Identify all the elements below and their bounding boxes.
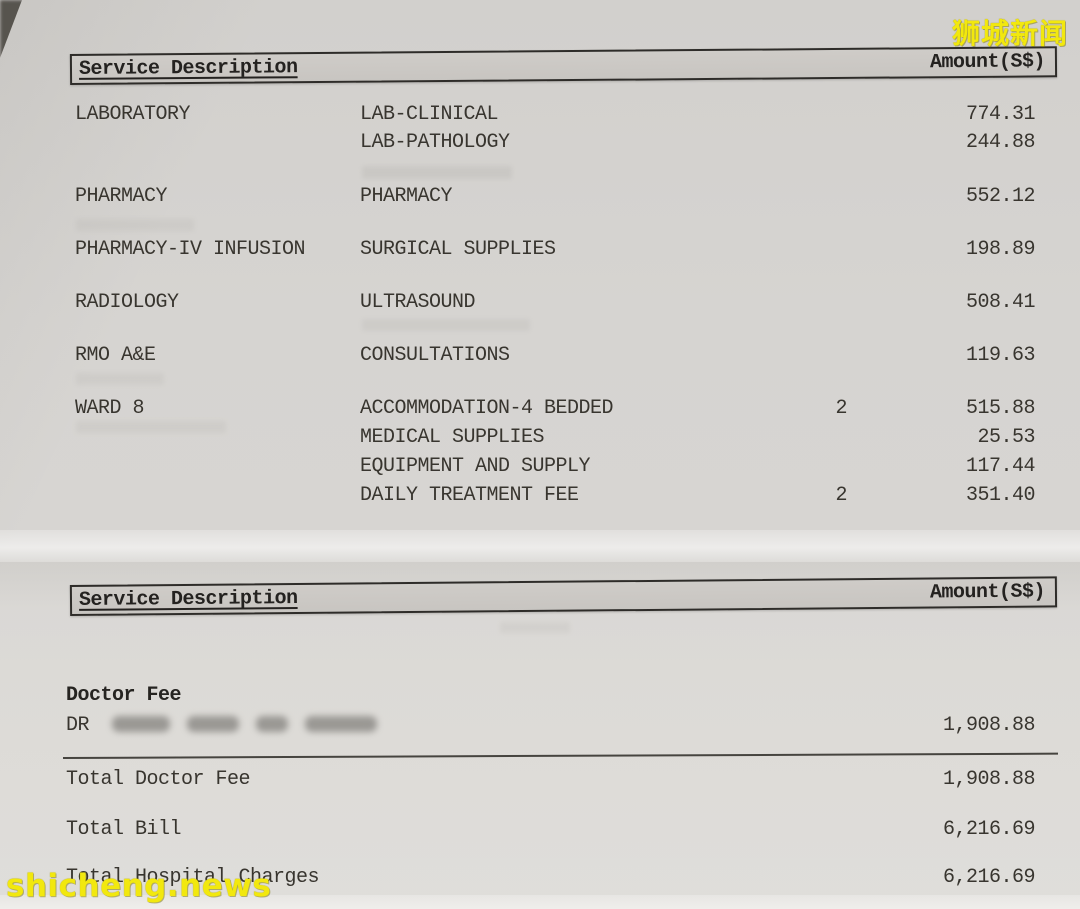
- doctor-fee-heading-row: Doctor Fee: [0, 684, 1080, 707]
- redaction-blur: [305, 716, 377, 732]
- table-row: EQUIPMENT AND SUPPLY 117.44: [0, 455, 1080, 478]
- amount-cell: 25.53: [977, 426, 1035, 449]
- service-cell: PHARMACY-IV INFUSION: [75, 238, 306, 261]
- table-row: PHARMACY-IV INFUSION SURGICAL SUPPLIES 1…: [0, 238, 1080, 261]
- total-amount: 6,216.69: [942, 866, 1036, 889]
- ghost-text: [362, 166, 512, 179]
- service-cell: RMO A&E: [75, 344, 156, 367]
- amount-cell: 552.12: [965, 185, 1036, 208]
- description-cell: ACCOMMODATION-4 BEDDED: [360, 397, 614, 420]
- total-row: Total Bill 6,216.69: [0, 818, 1080, 841]
- redacted-doctor-name: [112, 716, 377, 732]
- doctor-fee-heading: Doctor Fee: [66, 684, 182, 707]
- photo-seam: [0, 530, 1080, 562]
- service-cell: PHARMACY: [75, 185, 168, 208]
- amount-cell: 508.41: [965, 291, 1036, 314]
- amount-cell: 1,908.88: [942, 714, 1036, 737]
- description-cell: PHARMACY: [360, 185, 453, 208]
- table1-header-bar: Service Description Amount(S$): [69, 46, 1058, 85]
- photo-corner-shadow: [0, 0, 22, 58]
- description-cell: DAILY TREATMENT FEE: [360, 484, 579, 507]
- table2-header-amount: Amount(S$): [929, 580, 1046, 605]
- amount-cell: 119.63: [965, 344, 1036, 367]
- table-row: PHARMACY PHARMACY 552.12: [0, 185, 1080, 208]
- table-row: MEDICAL SUPPLIES 25.53: [0, 426, 1080, 449]
- doctor-prefix: DR: [66, 714, 90, 737]
- table-row: LABORATORY LAB-CLINICAL 774.31: [0, 103, 1080, 126]
- total-amount: 1,908.88: [942, 768, 1036, 791]
- table1-header-amount: Amount(S$): [929, 50, 1046, 75]
- description-cell: LAB-PATHOLOGY: [360, 131, 510, 154]
- service-cell: RADIOLOGY: [75, 291, 179, 314]
- lower-photo-region: [0, 562, 1080, 909]
- amount-cell: 198.89: [965, 238, 1036, 261]
- amount-cell: 244.88: [965, 131, 1036, 154]
- amount-cell: 117.44: [965, 455, 1036, 478]
- ghost-text: [362, 319, 530, 331]
- total-label: Total Bill: [66, 818, 182, 841]
- ghost-text: [76, 219, 194, 231]
- total-label: Total Doctor Fee: [66, 768, 251, 791]
- description-cell: SURGICAL SUPPLIES: [360, 238, 556, 261]
- watermark-shicheng-chinese: 狮城新闻: [951, 17, 1068, 50]
- table-row: DAILY TREATMENT FEE 2 351.40: [0, 484, 1080, 507]
- redaction-blur: [256, 716, 288, 732]
- description-cell: EQUIPMENT AND SUPPLY: [360, 455, 591, 478]
- description-cell: ULTRASOUND: [360, 291, 476, 314]
- table-row: WARD 8 ACCOMMODATION-4 BEDDED 2 515.88: [0, 397, 1080, 420]
- description-cell: CONSULTATIONS: [360, 344, 510, 367]
- total-label: Total Hospital Charges: [66, 866, 320, 889]
- table1-header-service-description: Service Description: [78, 56, 298, 81]
- amount-cell: 774.31: [965, 103, 1036, 126]
- redaction-blur: [112, 716, 170, 732]
- service-cell: WARD 8: [75, 397, 145, 420]
- ghost-text: [76, 421, 226, 433]
- qty-cell: 2: [835, 484, 847, 507]
- table-row: RMO A&E CONSULTATIONS 119.63: [0, 344, 1080, 367]
- amount-cell: 351.40: [965, 484, 1036, 507]
- paper-bottom-edge: [0, 895, 1080, 909]
- ghost-text: [500, 622, 570, 633]
- description-cell: MEDICAL SUPPLIES: [360, 426, 545, 449]
- total-row: Total Doctor Fee 1,908.88: [0, 768, 1080, 791]
- total-amount: 6,216.69: [942, 818, 1036, 841]
- total-row: Total Hospital Charges 6,216.69: [0, 866, 1080, 889]
- service-cell: LABORATORY: [75, 103, 191, 126]
- ghost-text: [76, 373, 164, 385]
- watermark-shicheng-news: shicheng.news: [6, 868, 272, 904]
- description-cell: LAB-CLINICAL: [360, 103, 499, 126]
- qty-cell: 2: [835, 397, 847, 420]
- doctor-row: DR 1,908.88: [0, 714, 1080, 737]
- amount-cell: 515.88: [965, 397, 1036, 420]
- table-row: LAB-PATHOLOGY 244.88: [0, 131, 1080, 154]
- redaction-blur: [187, 716, 239, 732]
- table-row: RADIOLOGY ULTRASOUND 508.41: [0, 291, 1080, 314]
- table2-header-service-description: Service Description: [78, 587, 298, 612]
